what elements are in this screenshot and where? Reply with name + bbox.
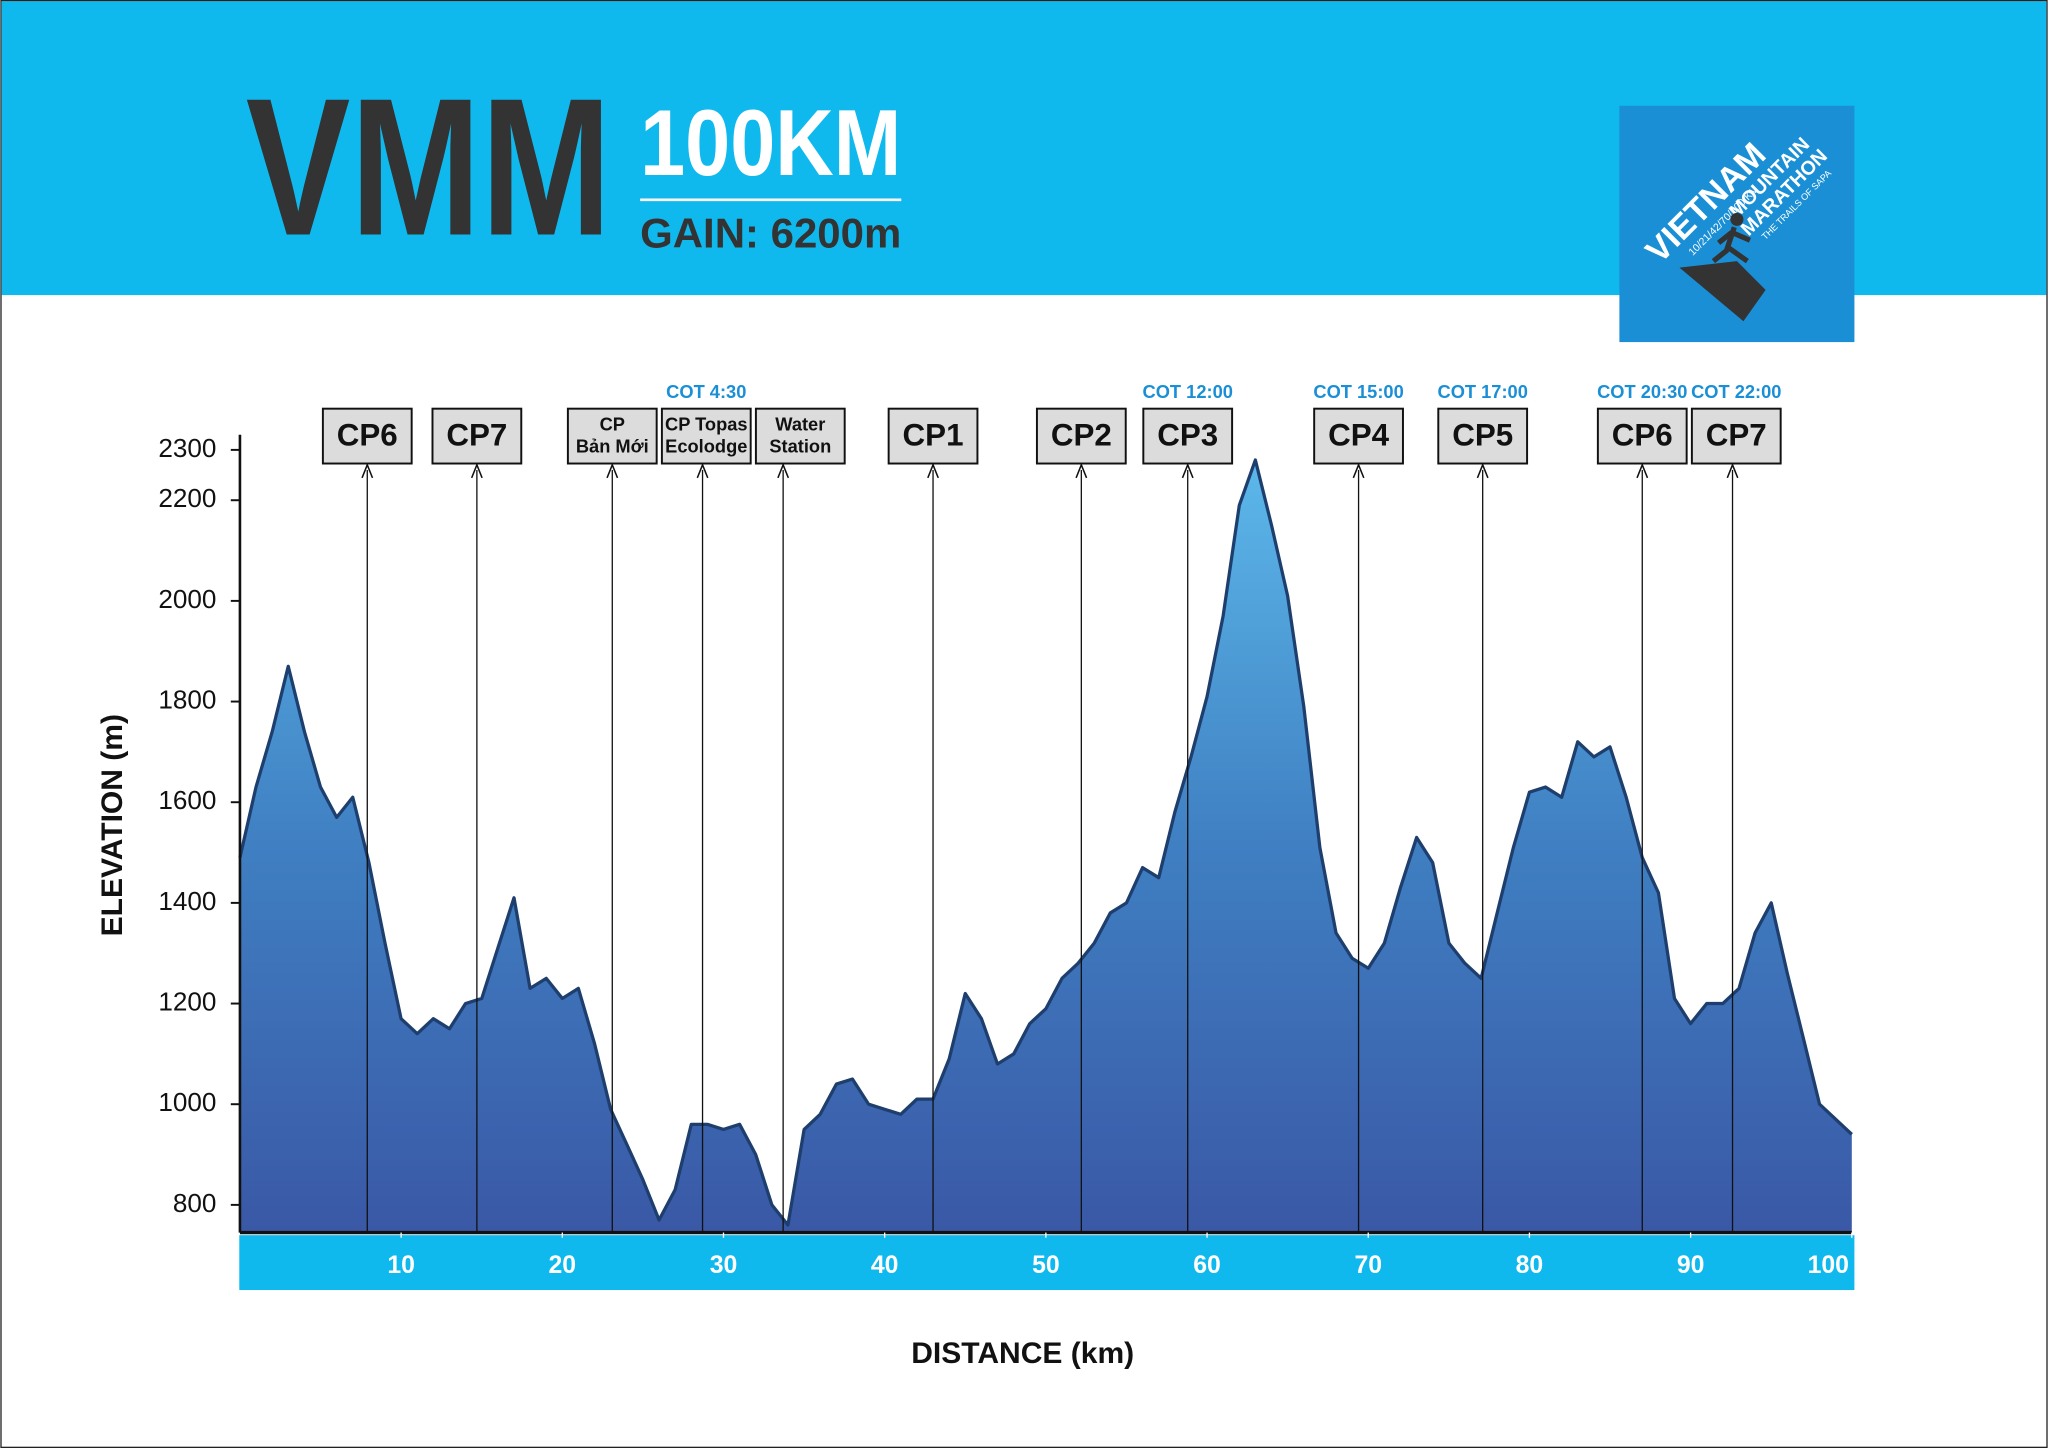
checkpoint-arrow	[1636, 462, 1649, 479]
x-tick-label: 10	[387, 1252, 415, 1279]
area-fill	[239, 459, 1852, 1233]
checkpoint-box	[431, 407, 523, 465]
checkpoint-arrow	[1075, 462, 1088, 479]
logo-mountain	[1679, 261, 1766, 322]
checkpoint-label: Bản Mới	[576, 436, 649, 457]
checkpoint-arrow	[927, 462, 939, 479]
checkpoint-label: CP1	[903, 418, 964, 453]
y-tick-label: 2300	[158, 433, 216, 463]
checkpoint-arrow	[696, 462, 709, 479]
y-axis-label: ELEVATION (m)	[96, 714, 129, 936]
checkpoint-box	[754, 407, 846, 465]
checkpoint-label: CP7	[446, 418, 507, 453]
x-tick-label: 20	[549, 1252, 577, 1279]
x-tick-label: 70	[1354, 1252, 1382, 1279]
cutoff-time: COT 22:00	[1691, 381, 1781, 402]
x-tick-label: 50	[1032, 1252, 1060, 1279]
y-tick-label: 2200	[158, 483, 216, 513]
y-tick-label: 1800	[158, 684, 216, 714]
y-tick-label: 1600	[158, 785, 216, 815]
cutoff-time: COT 20:30	[1597, 381, 1687, 402]
cutoff-time: COT 15:00	[1313, 381, 1403, 402]
checkpoint-box	[660, 407, 752, 465]
checkpoint-label: CP2	[1051, 418, 1112, 453]
logo: VIETNAM MOUNTAIN MARATHON 10/21/42/70/10…	[1619, 105, 1855, 343]
checkpoint-box	[1142, 407, 1234, 465]
checkpoint-label: CP5	[1452, 418, 1513, 453]
y-tick-label: 1000	[158, 1087, 216, 1117]
checkpoint-label: CP6	[337, 418, 398, 453]
checkpoint-label: Station	[769, 436, 831, 457]
x-tick-label: 80	[1516, 1252, 1544, 1279]
subtitle: 100KM	[640, 90, 901, 195]
checkpoint-box	[1035, 407, 1127, 465]
x-tick-label: 40	[871, 1252, 899, 1279]
gain: GAIN: 6200m	[640, 209, 901, 256]
logo-runner	[1711, 226, 1751, 264]
cutoff-time: COT 12:00	[1143, 381, 1233, 402]
checkpoint-arrow	[1476, 462, 1489, 479]
elevation-line	[238, 458, 1853, 1227]
y-tick-label: 1400	[158, 886, 216, 916]
y-tick-label: 1200	[158, 986, 216, 1016]
checkpoint-label: CP	[600, 413, 625, 434]
x-axis-band	[239, 1235, 1855, 1291]
checkpoint-arrow	[1181, 462, 1194, 479]
x-axis-label: DISTANCE (km)	[911, 1337, 1134, 1370]
checkpoint-arrow	[470, 462, 483, 479]
checkpoint-arrow	[1726, 462, 1739, 479]
checkpoint-label: CP Topas	[665, 413, 748, 434]
checkpoint-box	[566, 407, 658, 465]
checkpoint-box	[1690, 407, 1782, 465]
x-tick-label: 90	[1677, 1252, 1705, 1279]
checkpoint-box	[887, 407, 979, 465]
checkpoint-arrow	[361, 462, 374, 479]
x-tick-label: 60	[1193, 1252, 1221, 1279]
checkpoint-arrow	[606, 462, 619, 479]
x-tick-label: 30	[710, 1252, 738, 1279]
checkpoint-label: CP6	[1612, 418, 1673, 453]
x-tick-label: 100	[1808, 1252, 1849, 1279]
checkpoint-box	[321, 407, 413, 465]
checkpoint-box	[1313, 407, 1404, 465]
checkpoint-arrow	[777, 462, 790, 479]
checkpoint-box	[1437, 407, 1529, 465]
checkpoint-arrow	[1352, 462, 1365, 479]
checkpoint-label: CP4	[1328, 418, 1390, 453]
checkpoint-label: CP7	[1706, 418, 1767, 453]
title: VMM	[246, 58, 612, 277]
y-tick-label: 800	[173, 1188, 217, 1218]
checkpoint-box	[1596, 407, 1688, 465]
logo-runner	[1730, 212, 1744, 226]
cutoff-time: COT 4:30	[666, 381, 746, 402]
y-tick-label: 2000	[158, 584, 216, 614]
checkpoint-label: CP3	[1157, 418, 1218, 453]
cutoff-time: COT 17:00	[1438, 381, 1528, 402]
checkpoint-label: Water	[775, 413, 825, 434]
checkpoint-label: Ecolodge	[665, 436, 747, 457]
